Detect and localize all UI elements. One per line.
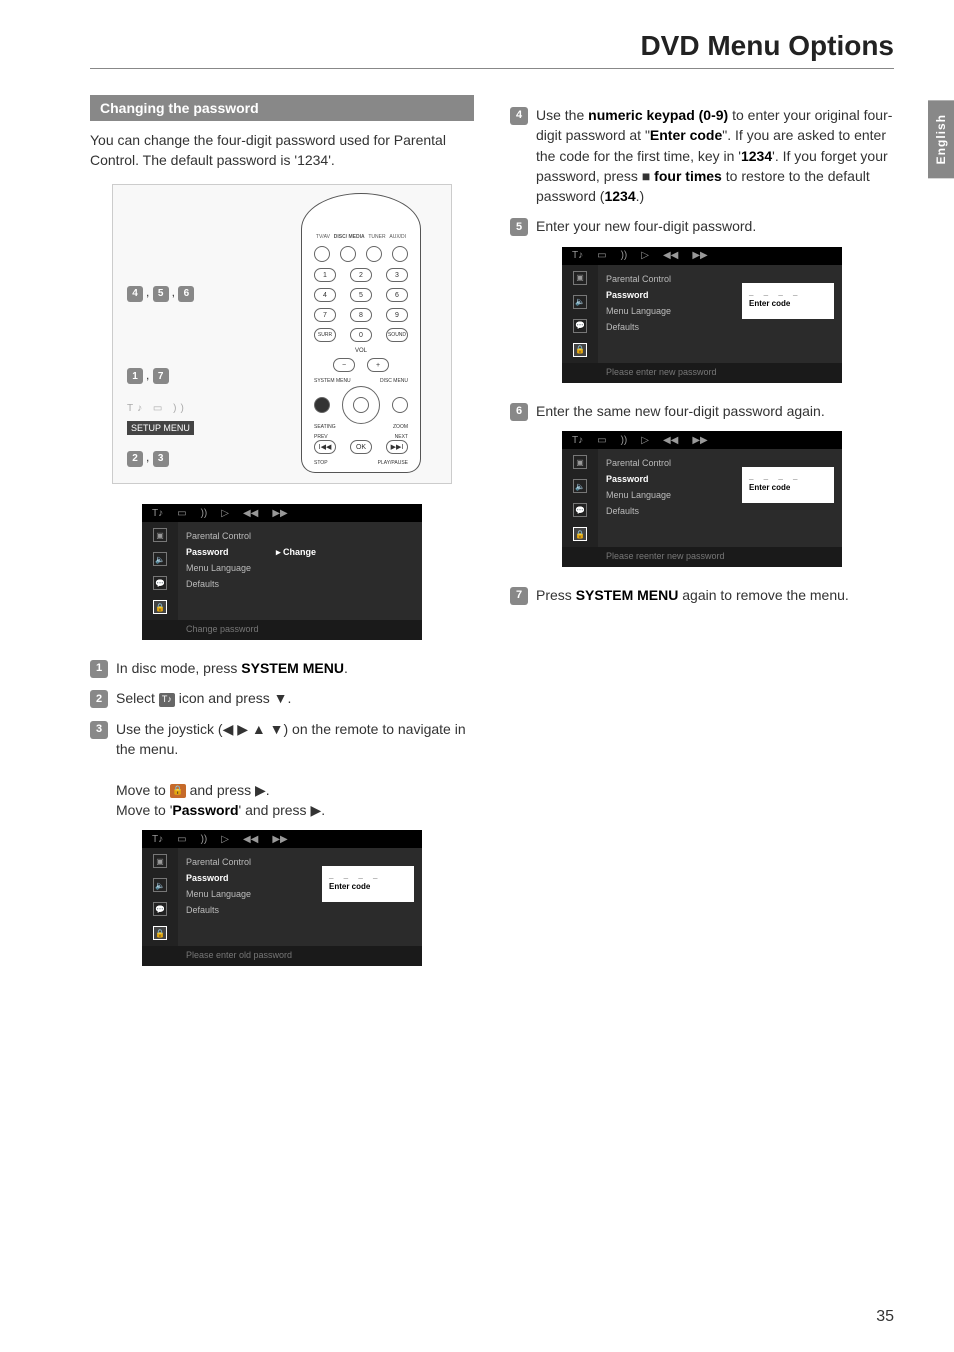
osd-lock-icon: 🔒 (153, 600, 167, 614)
setup-inline-icon: T♪ (159, 693, 175, 707)
leader-group-3: 2, 3 (127, 450, 197, 467)
osd-subtitle-icon: 💬 (153, 576, 167, 590)
language-tab: English (928, 100, 954, 178)
step-4: 4 Use the numeric keypad (0-9) to enter … (510, 105, 894, 206)
enter-code-box: _ _ _ _ Enter code (322, 866, 414, 902)
osd-change-screenshot: T♪▭))▷◀◀▶▶ ▣ 🔈 💬 🔒 Parental Control Pass… (142, 504, 422, 640)
remote-body: TV/AV DISC/ MEDIA TUNER AUX/DI 123 456 7… (301, 193, 421, 473)
page-title: DVD Menu Options (90, 30, 894, 62)
leader-group-2: 1, 7 (127, 368, 197, 385)
step-6: 6 Enter the same new four-digit password… (510, 401, 894, 421)
osd-footer: Change password (142, 620, 422, 640)
step-2: 2 Select T♪ icon and press ▼. (90, 688, 474, 708)
leader-group-1: 4, 5, 6 (127, 285, 197, 302)
step-5: 5 Enter your new four-digit password. (510, 216, 894, 236)
osd-enter-old-screenshot: T♪▭))▷◀◀▶▶ ▣ 🔈 💬 🔒 Parental Control Pass… (142, 830, 422, 966)
osd-reenter-screenshot: T♪▭))▷◀◀▶▶ ▣ 🔈 💬 🔒 Parental Control Pass… (562, 431, 842, 567)
setup-menu-label: SETUP MENU (127, 421, 194, 435)
remote-diagram: 4, 5, 6 1, 7 2, 3 T♪ ▭ )) SETUP MENU (112, 184, 452, 484)
page-number: 35 (876, 1308, 894, 1326)
section-header: Changing the password (90, 95, 474, 121)
step-1: 1 In disc mode, press SYSTEM MENU. (90, 658, 474, 678)
intro-text: You can change the four-digit password u… (90, 131, 474, 170)
osd-audio-icon: 🔈 (153, 552, 167, 566)
step-7: 7 Press SYSTEM MENU again to remove the … (510, 585, 894, 605)
lock-inline-icon: 🔒 (170, 784, 186, 798)
osd-enter-new-screenshot: T♪▭))▷◀◀▶▶ ▣ 🔈 💬 🔒 Parental Control Pass… (562, 247, 842, 383)
setup-menu-icons: T♪ ▭ )) (127, 403, 188, 414)
step-3: 3 Use the joystick (◀ ▶ ▲ ▼) on the remo… (90, 719, 474, 820)
